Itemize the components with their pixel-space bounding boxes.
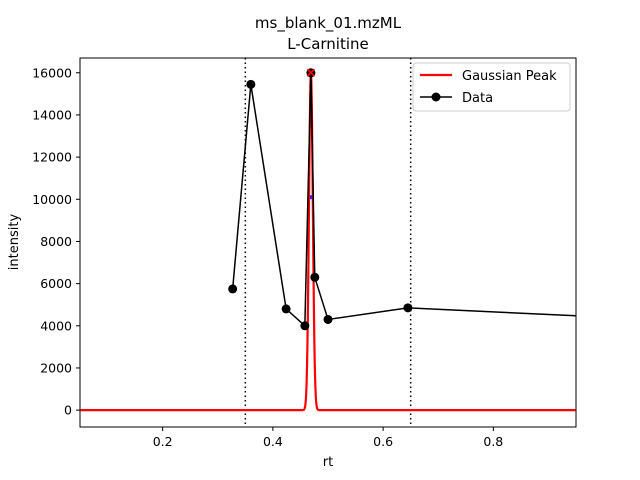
legend-data-marker — [431, 92, 441, 102]
data-point-0 — [228, 284, 238, 294]
peak-marker-stroke-b — [306, 68, 316, 77]
x-tick-label-2: 0.6 — [373, 434, 393, 449]
data-point-3 — [300, 321, 310, 331]
data-point-8 — [583, 312, 592, 321]
x-tick-label-3: 0.8 — [483, 434, 503, 449]
legend-data-label: Data — [462, 91, 493, 106]
data-point-2 — [281, 304, 291, 314]
data-point-6 — [323, 314, 333, 324]
plot-area — [80, 58, 592, 427]
series-gaussian-line — [80, 73, 576, 412]
y-axis: 0 2000 4000 6000 8000 10000 12000 14000 16000 — [32, 65, 80, 418]
y-tick-label-6: 12000 — [32, 150, 72, 165]
legend-gaussian-label: Gaussian Peak — [462, 69, 557, 84]
data-point-7 — [403, 303, 413, 313]
y-tick-label-8: 16000 — [32, 65, 72, 80]
x-axis: 0.2 0.4 0.6 0.8 — [153, 427, 503, 449]
y-tick-label-4: 8000 — [40, 234, 72, 249]
y-tick-label-5: 10000 — [32, 192, 72, 207]
chart-title: ms_blank_01.mzML — [255, 14, 402, 33]
x-tick-label-0: 0.2 — [153, 434, 173, 449]
legend-box — [412, 62, 571, 112]
y-tick-label-1: 2000 — [40, 360, 72, 375]
y-tick-label-7: 14000 — [32, 107, 72, 122]
legend: Gaussian Peak Data — [412, 62, 571, 112]
y-tick-label-0: 0 — [64, 403, 72, 418]
y-axis-label: intensity — [7, 214, 22, 271]
y-tick-label-2: 4000 — [40, 318, 72, 333]
x-tick-label-1: 0.4 — [263, 434, 283, 449]
data-point-1 — [246, 79, 256, 89]
axes-frame — [79, 57, 577, 428]
x-axis-label: rt — [323, 455, 333, 470]
peak-marker — [306, 68, 316, 77]
chart-subtitle: L-Carnitine — [287, 35, 369, 53]
y-tick-label-3: 6000 — [40, 276, 72, 291]
data-point-5 — [310, 272, 320, 282]
